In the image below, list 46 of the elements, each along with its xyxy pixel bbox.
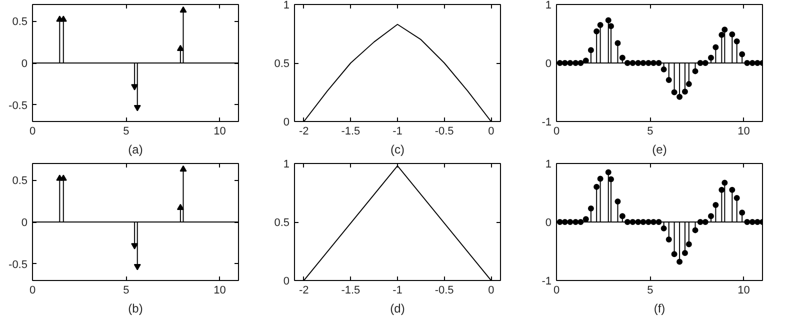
x-tick-label: 5: [647, 126, 654, 138]
x-axis-title: (a): [128, 142, 143, 156]
y-tick-label: -1: [542, 116, 552, 128]
x-tick-label: 0: [553, 126, 560, 138]
y-tick-label: 1: [283, 158, 290, 170]
x-tick-label: -2: [298, 284, 309, 296]
y-tick-label: -1: [542, 276, 552, 288]
y-tick-label: 0: [545, 58, 552, 70]
x-tick-label: 5: [123, 284, 130, 296]
y-tick-label: 1: [545, 0, 552, 12]
x-tick-label: 10: [738, 126, 750, 138]
x-tick-label: -2: [298, 126, 309, 138]
y-tick-label: 0.5: [12, 175, 28, 188]
y-tick-label: 0: [21, 58, 28, 70]
x-tick-label: -0.5: [434, 126, 454, 138]
y-tick-label: -0.5: [8, 258, 28, 271]
x-tick-label: -0.5: [434, 284, 454, 296]
y-tick-label: 0: [283, 276, 290, 288]
x-tick-label: 0: [29, 126, 36, 138]
x-tick-label: 5: [647, 284, 654, 296]
x-axis-title: (e): [652, 142, 667, 156]
x-tick-label: 0: [29, 284, 36, 296]
x-tick-label: -1.5: [341, 284, 360, 296]
x-axis-title: (b): [128, 302, 143, 316]
y-tick-label: 0: [545, 217, 552, 229]
x-tick-label: -1.5: [341, 126, 360, 138]
x-axis-title: (f): [654, 302, 666, 316]
y-tick-label: 1: [283, 0, 290, 12]
x-tick-label: 10: [214, 284, 226, 296]
x-tick-label: -1: [392, 126, 402, 138]
x-tick-label: 0: [488, 284, 494, 296]
y-tick-label: 0.5: [274, 58, 290, 70]
x-tick-label: 0: [488, 126, 494, 138]
x-tick-label: -1: [392, 284, 402, 296]
y-tick-label: 0: [21, 217, 28, 229]
y-tick-label: -0.5: [8, 100, 28, 112]
y-tick-label: 0: [283, 116, 290, 128]
x-axis-title: (d): [390, 302, 405, 316]
x-tick-label: 5: [123, 126, 130, 138]
x-tick-label: 10: [738, 284, 750, 296]
x-axis-title: (c): [390, 142, 405, 156]
y-tick-label: 1: [545, 158, 552, 170]
y-tick-label: 0.5: [274, 217, 290, 229]
x-tick-label: 10: [214, 126, 226, 138]
x-tick-label: 0: [553, 284, 560, 296]
y-tick-label: 0.5: [12, 16, 28, 28]
